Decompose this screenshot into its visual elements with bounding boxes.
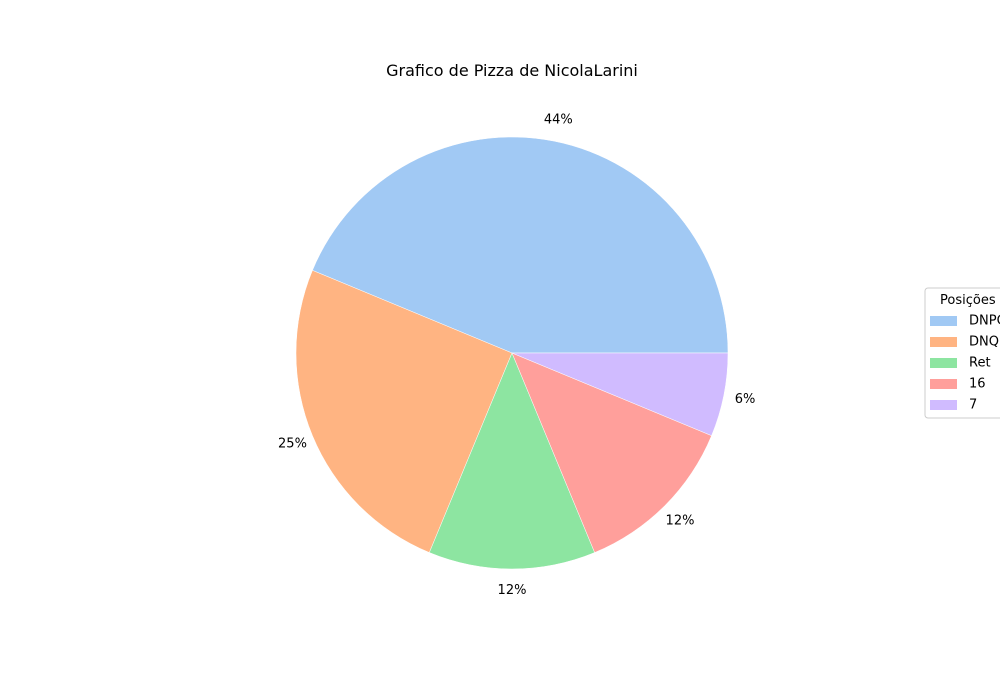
pie-slices [295,136,729,570]
pie-slice-16 [511,352,712,553]
pie-slice-7 [511,352,729,436]
legend-label: DNPQ [969,314,1000,329]
chart-title: Grafico de Pizza de NicolaLarini [386,61,638,80]
pie-percent-label: 6% [735,392,756,407]
legend-label: DNQ [969,335,999,350]
legend-swatch [930,379,957,389]
legend-swatch [930,316,957,326]
legend-label: Ret [969,356,991,371]
legend-items: DNPQ DNQ Ret 16 7 [930,314,1000,413]
pie-percent-label: 44% [544,112,573,127]
pie-percent-label: 25% [278,436,307,451]
legend-title: Posições [940,293,996,308]
legend-label: 7 [969,398,977,413]
pie-slice-dnpq [312,136,729,354]
legend: Posições DNPQ DNQ Ret 16 7 [924,287,1000,419]
legend-swatch [930,337,957,347]
legend-swatch [930,400,957,410]
pie-slice-dnq [295,270,513,553]
pie-percent-label: 12% [666,514,695,529]
legend-swatch [930,358,957,368]
pie-slice-ret [429,352,595,570]
legend-label: 16 [969,377,986,392]
pie-percent-labels: 44% 25% 12% 12% 6% [278,112,755,598]
pie-percent-label: 12% [498,583,527,598]
